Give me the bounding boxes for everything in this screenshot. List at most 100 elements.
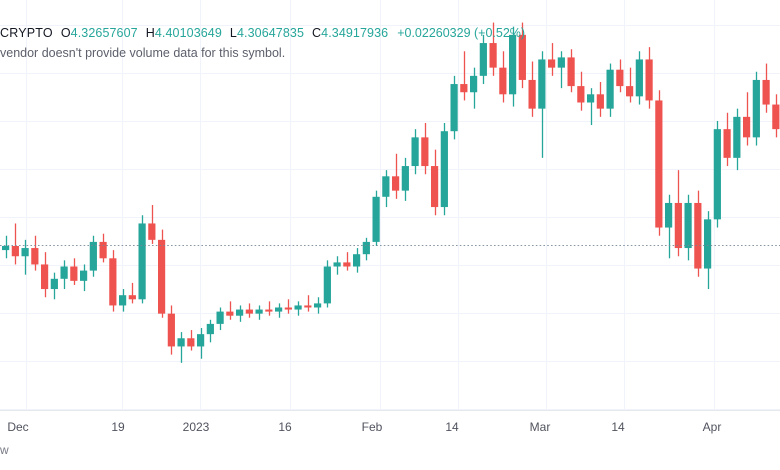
candle[interactable] bbox=[567, 49, 575, 93]
candle[interactable] bbox=[626, 67, 634, 103]
candle-body bbox=[128, 295, 136, 300]
candle-body bbox=[509, 34, 517, 95]
candle-body bbox=[148, 223, 156, 240]
x-axis[interactable]: Dec 19 2023 16 Feb 14 Mar 14 Apr bbox=[0, 410, 780, 444]
candle[interactable] bbox=[197, 328, 205, 359]
candle[interactable] bbox=[665, 194, 673, 259]
candle[interactable] bbox=[2, 235, 10, 259]
candle[interactable] bbox=[606, 63, 614, 117]
candle[interactable] bbox=[60, 260, 68, 290]
chart-canvas bbox=[0, 0, 780, 410]
candle[interactable] bbox=[655, 90, 663, 236]
candle-body bbox=[80, 270, 88, 281]
candle[interactable] bbox=[392, 153, 400, 199]
candle-body bbox=[450, 84, 458, 132]
candle[interactable] bbox=[333, 256, 341, 275]
candle[interactable] bbox=[255, 305, 263, 320]
candle[interactable] bbox=[80, 264, 88, 292]
candle[interactable] bbox=[284, 299, 292, 314]
candle[interactable] bbox=[177, 332, 185, 363]
candle[interactable] bbox=[382, 170, 390, 208]
candlestick-chart[interactable] bbox=[0, 0, 780, 410]
candle[interactable] bbox=[674, 170, 682, 257]
candle[interactable] bbox=[314, 297, 322, 314]
candle-body bbox=[723, 129, 731, 158]
candle[interactable] bbox=[528, 61, 536, 117]
candle[interactable] bbox=[752, 71, 760, 146]
candle-body bbox=[489, 43, 497, 68]
candle[interactable] bbox=[762, 63, 770, 113]
candle[interactable] bbox=[684, 194, 692, 261]
x-axis-tick: Feb bbox=[361, 420, 383, 434]
x-axis-tick: 14 bbox=[611, 420, 625, 434]
candle[interactable] bbox=[323, 260, 331, 308]
candle[interactable] bbox=[226, 301, 234, 320]
candle[interactable] bbox=[50, 272, 58, 300]
candle[interactable] bbox=[645, 47, 653, 109]
candle[interactable] bbox=[128, 282, 136, 304]
candle[interactable] bbox=[89, 235, 97, 277]
candle[interactable] bbox=[138, 215, 146, 304]
candle[interactable] bbox=[723, 112, 731, 167]
candle[interactable] bbox=[41, 252, 49, 298]
candle[interactable] bbox=[470, 67, 478, 109]
candle[interactable] bbox=[489, 22, 497, 76]
candle[interactable] bbox=[411, 129, 419, 175]
candle[interactable] bbox=[70, 258, 78, 285]
candle[interactable] bbox=[450, 75, 458, 140]
candle-body bbox=[99, 241, 107, 259]
candle[interactable] bbox=[440, 123, 448, 216]
candle[interactable] bbox=[460, 51, 468, 101]
candle[interactable] bbox=[713, 120, 721, 228]
candle[interactable] bbox=[167, 305, 175, 355]
candle[interactable] bbox=[158, 229, 166, 318]
candle[interactable] bbox=[21, 239, 29, 275]
candle[interactable] bbox=[479, 34, 487, 85]
candle[interactable] bbox=[548, 43, 556, 76]
candle[interactable] bbox=[499, 51, 507, 103]
candle[interactable] bbox=[694, 190, 702, 277]
candle[interactable] bbox=[99, 233, 107, 263]
candle[interactable] bbox=[31, 235, 39, 271]
candle[interactable] bbox=[343, 252, 351, 271]
candle[interactable] bbox=[119, 289, 127, 312]
candle[interactable] bbox=[206, 319, 214, 343]
candle[interactable] bbox=[148, 205, 156, 244]
candle[interactable] bbox=[733, 108, 741, 171]
candle[interactable] bbox=[616, 59, 624, 93]
candle[interactable] bbox=[304, 295, 312, 312]
candle[interactable] bbox=[353, 248, 361, 273]
candle[interactable] bbox=[275, 303, 283, 318]
candle-body bbox=[587, 94, 595, 103]
candle[interactable] bbox=[704, 211, 712, 290]
candle[interactable] bbox=[596, 82, 604, 117]
candle-body bbox=[743, 116, 751, 138]
candle[interactable] bbox=[245, 303, 253, 318]
candle-body bbox=[187, 338, 195, 347]
candle[interactable] bbox=[421, 123, 429, 175]
candle-body bbox=[411, 137, 419, 167]
candle[interactable] bbox=[509, 26, 517, 107]
candle[interactable] bbox=[743, 92, 751, 146]
candle[interactable] bbox=[538, 51, 546, 158]
candle[interactable] bbox=[431, 149, 439, 216]
candle[interactable] bbox=[265, 301, 273, 316]
candle[interactable] bbox=[635, 51, 643, 105]
candle[interactable] bbox=[187, 330, 195, 351]
candle[interactable] bbox=[109, 250, 117, 312]
candle[interactable] bbox=[772, 94, 780, 138]
candle[interactable] bbox=[587, 88, 595, 126]
candle[interactable] bbox=[518, 22, 526, 89]
candle[interactable] bbox=[577, 71, 585, 111]
candle[interactable] bbox=[236, 305, 244, 322]
candle[interactable] bbox=[362, 237, 370, 261]
candle[interactable] bbox=[372, 190, 380, 246]
candle-body bbox=[245, 309, 253, 314]
candle[interactable] bbox=[557, 51, 565, 89]
candle[interactable] bbox=[216, 307, 224, 331]
candle[interactable] bbox=[294, 301, 302, 316]
candle-body bbox=[216, 311, 224, 324]
candle-body bbox=[772, 104, 780, 130]
candle[interactable] bbox=[401, 157, 409, 201]
candle[interactable] bbox=[11, 223, 19, 265]
